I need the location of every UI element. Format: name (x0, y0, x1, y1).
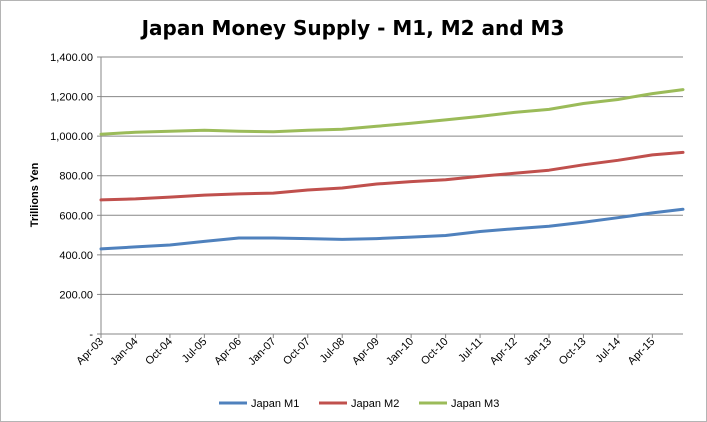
y-tick-label: 600.00 (59, 210, 93, 222)
y-tick-label: 800.00 (59, 171, 93, 183)
x-tick-label: Apr-15 (626, 336, 658, 368)
x-tick-label: Jul-08 (318, 336, 348, 366)
legend: Japan M1 Japan M2 Japan M3 (219, 398, 499, 410)
series-lines (99, 88, 685, 251)
x-tick-label: Oct-10 (419, 336, 451, 368)
x-tick-label: Oct-13 (557, 336, 589, 368)
legend-label-japan-m2: Japan M2 (351, 398, 399, 410)
x-tick-label: Apr-06 (212, 336, 244, 368)
y-tick-label: 200.00 (59, 289, 93, 301)
y-tick-label: 400.00 (59, 250, 93, 262)
x-tick-label: Jul-11 (456, 336, 485, 365)
x-axis-tick-labels: Apr-03 Jan-04 Oct-04 Jul-05 Apr-06 Jan-07 Oct-… (74, 334, 657, 368)
y-axis-tick-labels: - 200.00 400.00 600.00 800.00 1,000.00 1,200.0… (50, 52, 93, 341)
gridlines (97, 56, 683, 335)
y-tick-label: - (89, 329, 93, 341)
legend-label-japan-m3: Japan M3 (451, 398, 499, 410)
x-tick-label: Apr-12 (488, 336, 520, 368)
x-tick-label: Jul-05 (180, 336, 210, 366)
chart-title: Japan Money Supply - M1, M2 and M3 (140, 16, 565, 40)
y-axis-label: Trillions Yen (29, 162, 41, 227)
series-line-japan-m3 (99, 88, 685, 136)
y-tick-label: 1,200.00 (50, 92, 93, 104)
x-tick-label: Jan-13 (522, 336, 554, 368)
y-tick-label: 1,400.00 (50, 52, 93, 64)
x-tick-label: Jan-10 (384, 336, 416, 368)
x-tick-label: Jul-14 (593, 336, 623, 366)
legend-label-japan-m1: Japan M1 (251, 398, 299, 410)
x-tick-label: Apr-09 (350, 336, 382, 368)
series-line-japan-m2 (99, 150, 685, 202)
x-tick-label: Jan-07 (246, 336, 278, 368)
x-tick-label: Oct-07 (281, 336, 313, 368)
series-line-japan-m1 (99, 207, 685, 251)
x-tick-label: Oct-04 (143, 336, 175, 368)
y-tick-label: 1,000.00 (50, 131, 93, 143)
x-tick-label: Jan-04 (108, 336, 140, 368)
axes (100, 57, 683, 335)
